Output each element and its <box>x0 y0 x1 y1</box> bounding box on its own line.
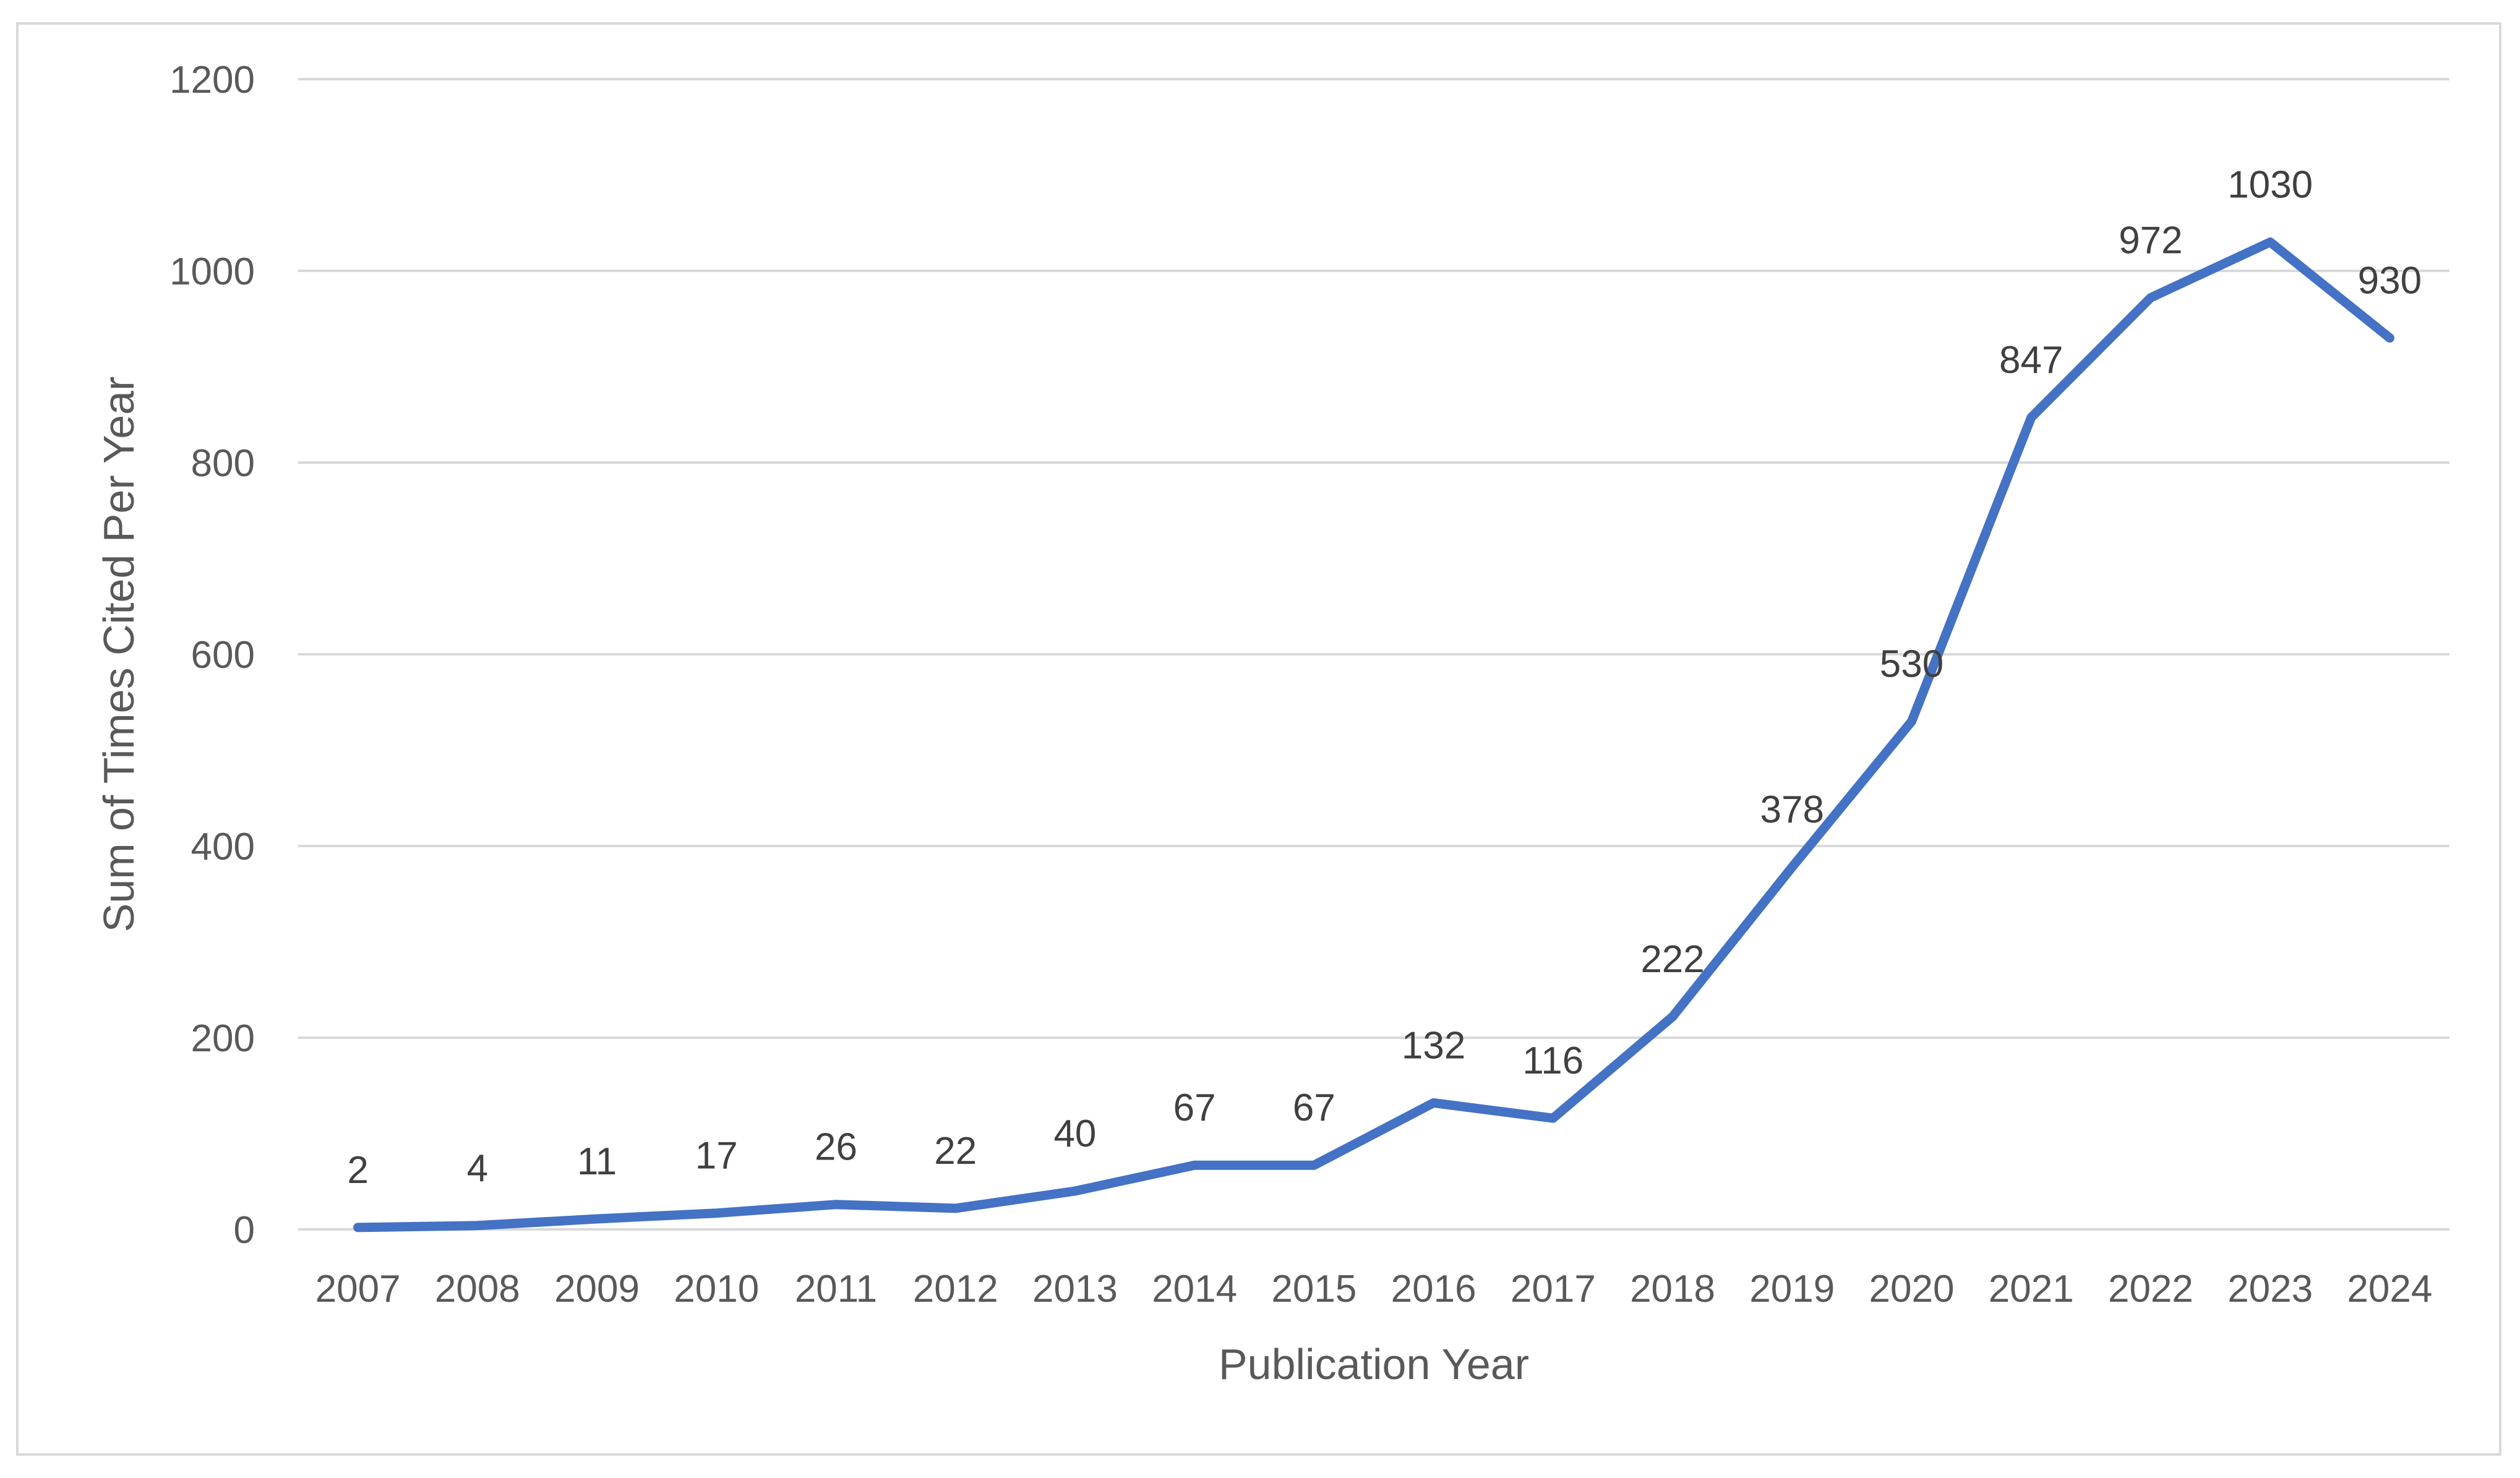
data-label: 116 <box>1522 1040 1584 1082</box>
y-tick-label: 1000 <box>169 250 255 293</box>
x-tick-label: 2021 <box>1989 1268 2074 1310</box>
x-tick-label: 2022 <box>2108 1268 2193 1310</box>
gridlines <box>298 78 2449 1231</box>
data-label: 11 <box>577 1140 617 1183</box>
chart-frame <box>16 22 2501 1456</box>
x-axis-ticks: 2007 2008 2009 2010 2011 2012 2013 2014 2015 2016… <box>315 1268 2433 1310</box>
x-tick-label: 2016 <box>1391 1268 1476 1310</box>
data-label: 67 <box>1173 1087 1216 1129</box>
data-label: 26 <box>815 1126 857 1169</box>
x-tick-label: 2023 <box>2227 1268 2313 1310</box>
data-label: 530 <box>1880 643 1944 686</box>
x-tick-label: 2014 <box>1152 1268 1237 1310</box>
data-label: 4 <box>467 1147 488 1190</box>
y-tick-label: 800 <box>191 442 255 485</box>
x-tick-label: 2015 <box>1271 1268 1356 1310</box>
series-line-layer <box>353 237 2394 1232</box>
x-tick-label: 2017 <box>1511 1268 1596 1310</box>
data-label: 40 <box>1053 1113 1096 1155</box>
x-tick-label: 2008 <box>435 1268 520 1310</box>
x-tick-label: 2024 <box>2347 1268 2432 1310</box>
x-tick-label: 2012 <box>913 1268 998 1310</box>
x-tick-label: 2010 <box>674 1268 759 1310</box>
y-axis-title: Sum of Times Cited Per Year <box>95 377 143 933</box>
data-label: 847 <box>1999 339 2063 382</box>
data-labels: 2 4 11 17 26 22 40 67 67 132 116 222 378 530 847 972 103… <box>347 164 2422 1192</box>
y-tick-label: 200 <box>191 1017 255 1060</box>
data-label: 972 <box>2119 219 2182 262</box>
x-tick-label: 2019 <box>1749 1268 1835 1310</box>
data-label: 1030 <box>2227 164 2313 207</box>
y-axis-ticks: 0 200 400 600 800 1000 1200 <box>169 59 255 1252</box>
x-tick-label: 2018 <box>1630 1268 1715 1310</box>
y-tick-label: 600 <box>191 634 255 677</box>
x-axis-title: Publication Year <box>1219 1340 1529 1388</box>
data-label: 17 <box>695 1135 738 1177</box>
data-label: 2 <box>347 1149 368 1192</box>
data-label: 222 <box>1640 938 1704 981</box>
x-tick-label: 2020 <box>1869 1268 1955 1310</box>
data-label: 22 <box>934 1130 977 1173</box>
y-tick-label: 1200 <box>169 59 255 101</box>
data-label: 67 <box>1293 1087 1335 1129</box>
x-tick-label: 2013 <box>1032 1268 1118 1310</box>
data-label: 378 <box>1760 788 1824 831</box>
data-label: 930 <box>2358 260 2422 302</box>
x-tick-label: 2011 <box>795 1268 877 1310</box>
series-line <box>353 237 2394 1232</box>
y-tick-label: 400 <box>191 826 255 868</box>
x-tick-label: 2009 <box>554 1268 640 1310</box>
data-label: 132 <box>1402 1024 1465 1067</box>
y-tick-label: 0 <box>234 1209 255 1252</box>
x-tick-label: 2007 <box>315 1268 401 1310</box>
